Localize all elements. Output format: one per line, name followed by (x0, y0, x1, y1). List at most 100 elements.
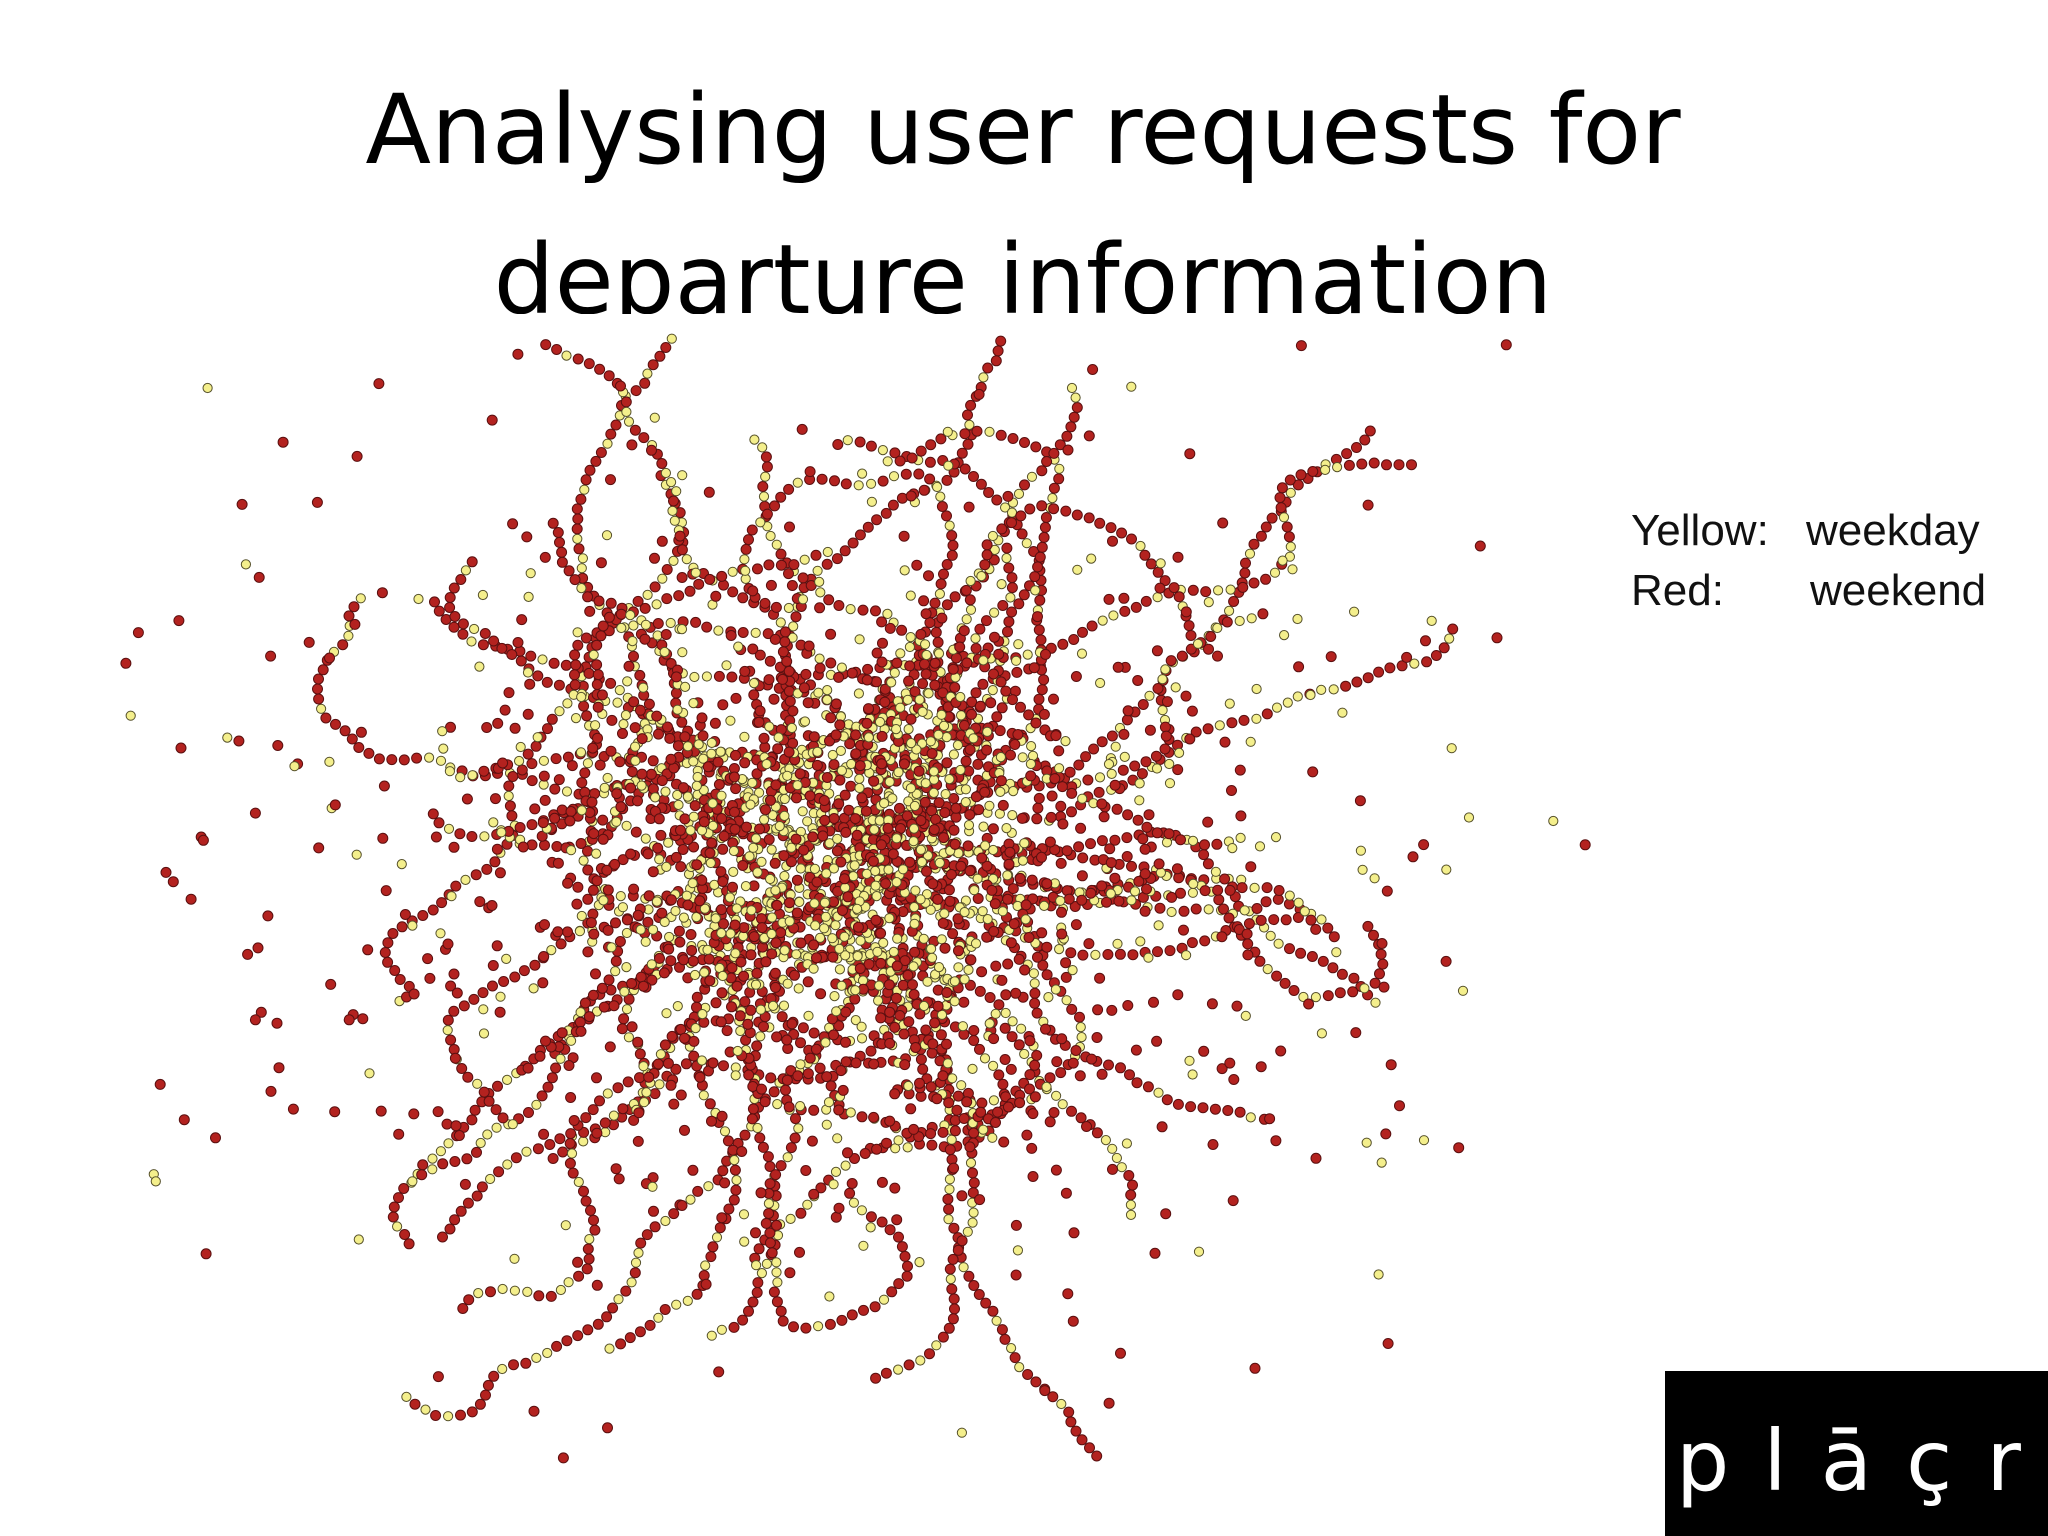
weekend-dot (981, 860, 993, 872)
weekend-dot (1086, 1053, 1098, 1065)
weekend-dot (857, 604, 869, 616)
weekday-dot (630, 755, 641, 766)
weekday-dot (1157, 705, 1168, 716)
weekend-dot (1303, 998, 1315, 1010)
weekday-dot (902, 1142, 913, 1153)
weekend-dot (1069, 901, 1081, 912)
weekend-dot (1295, 340, 1307, 352)
weekend-dot (791, 907, 803, 919)
weekday-dot (1409, 658, 1420, 669)
weekday-dot (621, 927, 633, 939)
weekend-dot (570, 659, 582, 671)
weekend-dot (1226, 717, 1238, 729)
weekend-dot (685, 929, 697, 940)
weekend-dot (835, 856, 847, 868)
weekend-dot (1373, 666, 1385, 678)
weekend-dot (449, 1052, 461, 1064)
weekend-dot (1009, 739, 1021, 750)
weekend-dot (355, 726, 367, 738)
weekend-dot (634, 704, 646, 716)
weekday-dot (602, 1088, 613, 1099)
weekday-dot (1273, 938, 1284, 949)
weekend-dot (981, 539, 993, 551)
weekday-dot (1039, 900, 1050, 912)
weekend-dot (1007, 694, 1018, 706)
weekend-dot (552, 857, 564, 869)
weekday-dot (775, 617, 786, 628)
weekday-dot (1170, 682, 1181, 693)
weekend-dot (649, 581, 661, 593)
weekend-dot (777, 1315, 789, 1327)
weekend-dot (615, 608, 627, 620)
weekend-dot (1087, 364, 1099, 375)
weekday-dot (671, 486, 682, 497)
weekday-dot (561, 786, 573, 797)
weekday-dot (1244, 548, 1256, 559)
weekend-dot (660, 629, 672, 640)
weekend-dot (739, 996, 751, 1008)
weekend-dot (1393, 459, 1405, 471)
weekend-dot (1381, 459, 1392, 471)
weekend-dot (769, 500, 781, 512)
weekend-dot (737, 627, 749, 638)
weekend-dot (1033, 624, 1045, 636)
weekend-dot (712, 756, 724, 768)
weekday-dot (761, 759, 772, 770)
weekend-dot (1002, 1101, 1014, 1113)
weekday-dot (1284, 890, 1295, 901)
weekend-dot (941, 510, 952, 522)
weekend-dot (670, 687, 682, 699)
weekend-dot (756, 922, 768, 934)
weekend-dot (856, 1111, 868, 1123)
weekend-dot (1038, 674, 1050, 686)
weekday-dot (582, 758, 594, 769)
weekend-dot (903, 1016, 915, 1028)
weekday-dot (893, 1135, 904, 1146)
weekend-dot (1260, 896, 1272, 908)
weekend-dot (1154, 902, 1166, 914)
weekend-dot (1082, 774, 1094, 786)
weekday-dot (755, 1004, 766, 1015)
weekend-dot (1006, 1031, 1018, 1043)
weekend-dot (525, 650, 537, 662)
weekday-dot (699, 903, 711, 914)
weekday-dot (678, 912, 690, 923)
weekend-dot (814, 1062, 826, 1074)
weekend-dot (925, 1128, 937, 1140)
weekend-dot (552, 926, 564, 938)
weekend-dot (983, 487, 995, 498)
weekend-dot (942, 1193, 954, 1205)
weekend-dot (768, 693, 780, 705)
weekend-dot (1019, 437, 1030, 448)
weekday-dot (956, 1080, 967, 1091)
weekend-dot (625, 782, 637, 794)
weekend-dot (935, 578, 947, 590)
weekend-dot (610, 955, 622, 967)
weekday-dot (477, 589, 488, 601)
weekend-dot (875, 1012, 887, 1024)
weekend-dot (862, 521, 874, 533)
weekend-dot (816, 473, 828, 485)
weekend-dot (1091, 1032, 1103, 1043)
weekend-dot (635, 1237, 647, 1249)
weekend-dot (704, 847, 716, 859)
weekend-dot (652, 618, 664, 629)
weekday-dot (621, 406, 632, 417)
weekday-dot (982, 914, 993, 925)
weekend-dot (477, 639, 489, 651)
weekend-dot (608, 1000, 620, 1012)
weekend-dot (1322, 922, 1334, 934)
weekday-dot (343, 630, 354, 641)
weekend-dot (588, 828, 600, 840)
weekend-dot (808, 1027, 820, 1039)
weekend-dot (526, 758, 538, 770)
weekday-dot (697, 1009, 708, 1020)
weekday-dot (1157, 674, 1168, 685)
weekend-dot (482, 1379, 494, 1391)
weekend-dot (522, 748, 534, 760)
weekday-dot (495, 991, 506, 1002)
weekend-dot (507, 518, 519, 530)
weekend-dot (995, 429, 1007, 441)
weekend-dot (660, 342, 672, 353)
weekend-dot (947, 928, 959, 940)
